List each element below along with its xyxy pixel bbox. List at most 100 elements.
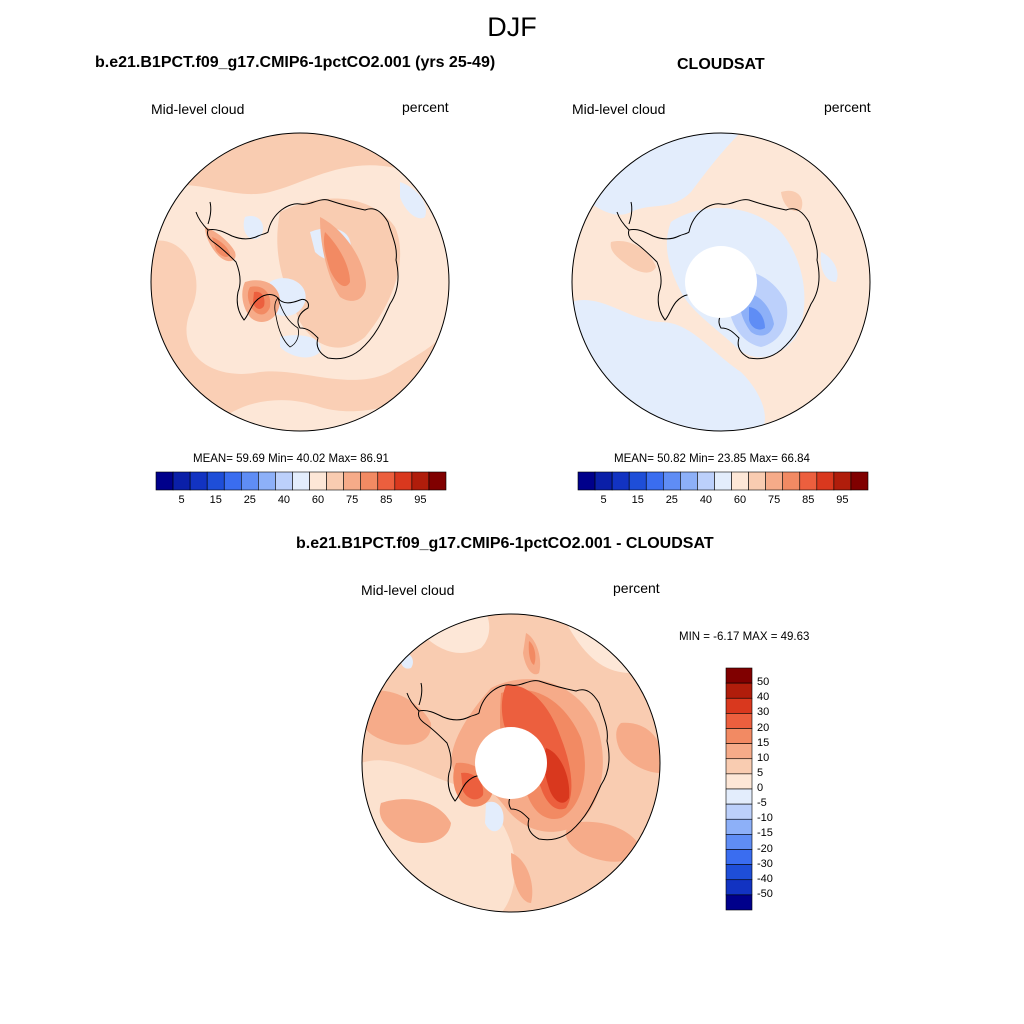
panel-difference-colorbar-box bbox=[725, 743, 753, 760]
panel-difference-map bbox=[361, 613, 661, 913]
panel-model-colorbar-box bbox=[309, 471, 327, 491]
panel-difference-left-label: Mid-level cloud bbox=[361, 582, 455, 598]
panel-difference-colorbar-box bbox=[725, 697, 753, 714]
panel-cloudsat-colorbar-box bbox=[799, 471, 818, 491]
panel-cloudsat-colorbar-tick-label: 25 bbox=[665, 494, 678, 506]
panel-cloudsat-colorbar-box bbox=[611, 471, 630, 491]
panel-model-map bbox=[150, 132, 450, 432]
panel-difference-colorbar-tick-label: -5 bbox=[757, 797, 767, 810]
panel-model-colorbar-box bbox=[292, 471, 310, 491]
panel-cloudsat-colorbar-box bbox=[680, 471, 698, 491]
panel-cloudsat-colorbar-box bbox=[645, 471, 664, 491]
panel-cloudsat-colorbar-tick-label: 60 bbox=[733, 494, 747, 506]
panel-cloudsat-colorbar-box bbox=[697, 471, 715, 491]
panel-difference-colorbar-box bbox=[725, 667, 753, 684]
figure-title: DJF bbox=[487, 12, 537, 42]
panel-model-colorbar-tick-label: 25 bbox=[243, 494, 256, 506]
panel-model-colorbar-box bbox=[411, 471, 430, 491]
panel-difference-colorbar-box bbox=[725, 728, 753, 744]
panel-model-left-label: Mid-level cloud bbox=[151, 101, 245, 117]
panel-model-colorbar-tick-label: 5 bbox=[178, 494, 185, 506]
panel-model-colorbar-box bbox=[360, 471, 379, 491]
panel-difference-colorbar-tick-label: -20 bbox=[757, 842, 773, 855]
panel-difference-colorbar-box bbox=[725, 894, 753, 911]
panel-model-colorbar-tick-label: 40 bbox=[277, 494, 291, 506]
panel-cloudsat-colorbar-box bbox=[765, 471, 784, 491]
panel-cloudsat-stats: MEAN= 50.82 Min= 23.85 Max= 66.84 bbox=[614, 453, 810, 465]
panel-cloudsat-colorbar-tick-label: 40 bbox=[699, 494, 713, 506]
panel-cloudsat-colorbar-tick-label: 5 bbox=[600, 494, 607, 506]
panel-difference-colorbar-tick-label: -50 bbox=[757, 887, 773, 900]
panel-cloudsat-left-label: Mid-level cloud bbox=[572, 101, 666, 117]
panel-model-colorbar-tick-label: 95 bbox=[414, 494, 427, 506]
panel-cloudsat-colorbar-box bbox=[748, 471, 766, 491]
panel-model-colorbar-box bbox=[275, 471, 293, 491]
panel-difference-colorbar-box bbox=[725, 849, 753, 865]
panel-model-colorbar-labels: 5 15 25 40 60 75 85 95 bbox=[156, 494, 446, 508]
panel-difference-colorbar-tick-label: -15 bbox=[757, 827, 773, 840]
panel-difference-pole-mask bbox=[475, 727, 547, 799]
panel-model-units-label: percent bbox=[402, 99, 449, 115]
panel-cloudsat-colorbar-tick-label: 75 bbox=[768, 494, 781, 506]
panel-cloudsat-colorbar-box bbox=[782, 471, 801, 491]
panel-difference-colorbar-tick-label: 0 bbox=[757, 782, 764, 794]
panel-cloudsat-pole-mask bbox=[685, 246, 757, 318]
panel-model-colorbar-box bbox=[258, 471, 276, 491]
panel-difference-colorbar-box bbox=[725, 758, 753, 775]
panel-difference-colorbar-tick-label: -40 bbox=[757, 872, 773, 885]
panel-difference-colorbar-tick-label: 10 bbox=[757, 751, 770, 764]
panel-difference-colorbar-box bbox=[725, 864, 753, 881]
panel-model-stats: MEAN= 59.69 Min= 40.02 Max= 86.91 bbox=[193, 453, 389, 465]
panel-cloudsat-units-label: percent bbox=[824, 99, 871, 115]
panel-model-colorbar-tick-label: 85 bbox=[380, 494, 393, 506]
panel-difference-title: b.e21.B1PCT.f09_g17.CMIP6-1pctCO2.001 - … bbox=[296, 535, 714, 552]
panel-difference-colorbar-box bbox=[725, 713, 753, 729]
panel-model-colorbar-tick-label: 60 bbox=[311, 494, 325, 506]
panel-cloudsat-colorbar-tick-label: 85 bbox=[802, 494, 815, 506]
panel-cloudsat-title: CLOUDSAT bbox=[677, 56, 765, 73]
panel-difference-colorbar-tick-label: -10 bbox=[757, 812, 773, 825]
panel-cloudsat-colorbar-tick-label: 95 bbox=[836, 494, 849, 506]
panel-cloudsat-colorbar-box bbox=[577, 471, 596, 491]
panel-model-colorbar-tick-label: 15 bbox=[209, 494, 222, 506]
panel-model-colorbar bbox=[155, 471, 447, 491]
panel-model-colorbar-box bbox=[189, 471, 208, 491]
panel-difference-stats: MIN = -6.17 MAX = 49.63 bbox=[679, 631, 810, 643]
panel-difference-colorbar-tick-label: -30 bbox=[757, 857, 773, 870]
panel-model-colorbar-box bbox=[377, 471, 396, 491]
panel-difference-colorbar-tick-label: 40 bbox=[757, 691, 770, 704]
panel-model-colorbar-box bbox=[240, 471, 259, 491]
panel-cloudsat-colorbar-box bbox=[628, 471, 647, 491]
panel-model-colorbar-tick-label: 75 bbox=[346, 494, 359, 506]
panel-difference-colorbar-box bbox=[725, 788, 753, 805]
panel-cloudsat-colorbar-tick-label: 15 bbox=[631, 494, 644, 506]
panel-difference-colorbar bbox=[725, 667, 753, 911]
panel-difference-units-label: percent bbox=[613, 580, 660, 596]
panel-difference-colorbar-box bbox=[725, 834, 753, 850]
panel-cloudsat-colorbar-box bbox=[731, 471, 749, 491]
panel-model-colorbar-box bbox=[155, 471, 174, 491]
panel-difference-colorbar-tick-label: 20 bbox=[757, 721, 770, 734]
panel-cloudsat-colorbar-box bbox=[714, 471, 732, 491]
panel-difference-colorbar-box bbox=[725, 803, 753, 820]
panel-model-colorbar-box bbox=[172, 471, 191, 491]
panel-difference-colorbar-box bbox=[725, 773, 753, 790]
panel-difference-colorbar-box bbox=[725, 879, 753, 896]
panel-difference-colorbar-tick-label: 30 bbox=[757, 706, 770, 719]
panel-difference-colorbar-box bbox=[725, 818, 753, 835]
panel-model-title: b.e21.B1PCT.f09_g17.CMIP6-1pctCO2.001 (y… bbox=[95, 54, 496, 71]
panel-model-colorbar-box bbox=[326, 471, 344, 491]
panel-cloudsat-colorbar-box bbox=[850, 471, 869, 491]
panel-cloudsat-colorbar-box bbox=[662, 471, 681, 491]
panel-difference-colorbar-tick-label: 5 bbox=[757, 766, 764, 779]
panel-difference-colorbar-tick-label: 15 bbox=[757, 736, 770, 749]
panel-difference-colorbar-box bbox=[725, 682, 753, 699]
panel-model-colorbar-box bbox=[394, 471, 413, 491]
panel-cloudsat-colorbar-labels: 5 15 25 40 60 75 85 95 bbox=[578, 494, 868, 508]
panel-model-colorbar-box bbox=[223, 471, 242, 491]
panel-difference-colorbar-labels: 50 40 30 20 15 10 5 0 -5 -10 -15 -20 -30 -40 -50 bbox=[757, 668, 797, 910]
panel-model-colorbar-box bbox=[343, 471, 362, 491]
panel-cloudsat-colorbar-box bbox=[816, 471, 835, 491]
panel-model-colorbar-box bbox=[206, 471, 225, 491]
panel-difference-colorbar-tick-label: 50 bbox=[757, 676, 770, 689]
